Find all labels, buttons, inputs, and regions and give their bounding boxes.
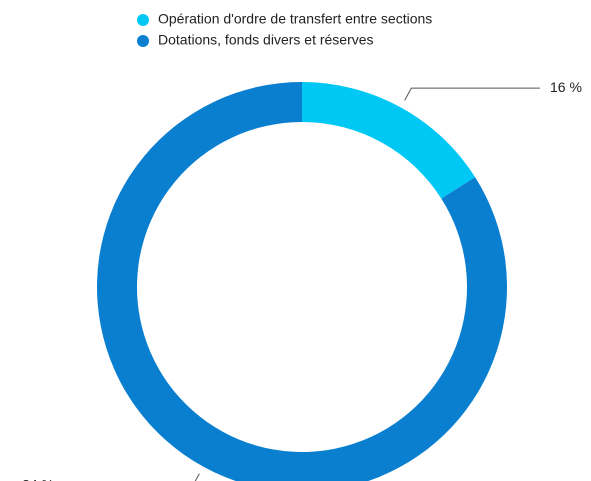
data-label: 16 % xyxy=(550,79,582,95)
legend-swatch xyxy=(137,14,149,26)
legend-label: Opération d'ordre de transfert entre sec… xyxy=(158,11,432,27)
legend-swatch xyxy=(137,35,149,47)
data-label: 84 % xyxy=(22,477,54,481)
legend-label: Dotations, fonds divers et réserves xyxy=(158,32,374,48)
donut-slice xyxy=(302,82,476,199)
leader-line xyxy=(194,473,200,481)
leader-line xyxy=(404,87,540,101)
